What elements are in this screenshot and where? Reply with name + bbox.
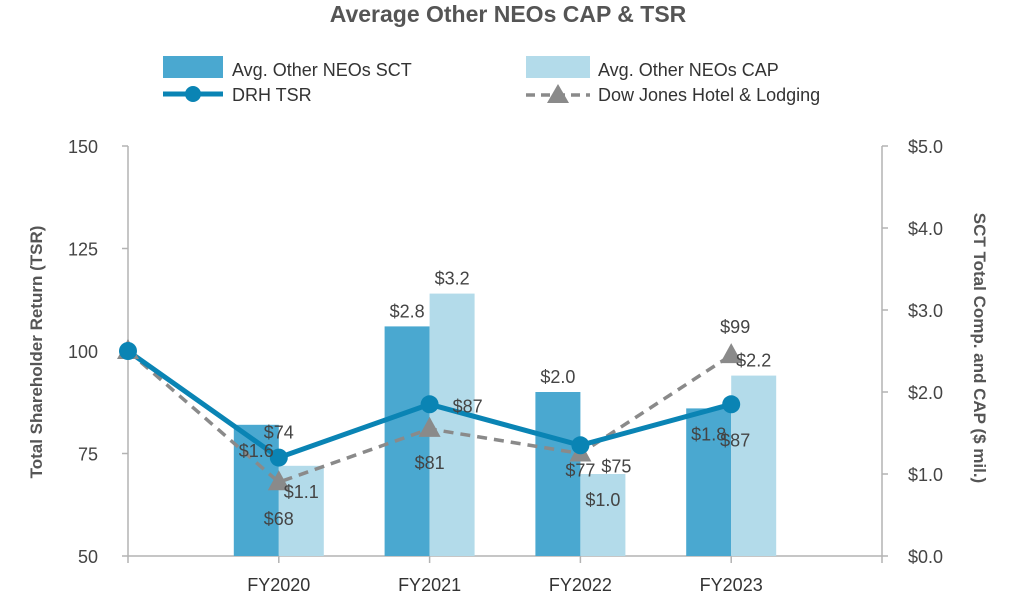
chart-title: Average Other NEOs CAP & TSR (330, 1, 687, 27)
lines (117, 339, 743, 491)
marker-dow-jones (418, 416, 441, 437)
y-left-tick-label: 150 (68, 137, 98, 157)
y-right-tick-label: $3.0 (908, 301, 943, 321)
y-right-axis-title: SCT Total Comp. and CAP ($ mil.) (970, 213, 989, 483)
x-ticks: FY2020 FY2021 FY2022 FY2023 (127, 556, 883, 595)
marker-drh-tsr (722, 395, 741, 414)
legend-label-cap: Avg. Other NEOs CAP (598, 60, 779, 80)
y-right-tick-label: $2.0 (908, 383, 943, 403)
x-tick-label: FY2020 (247, 575, 310, 594)
bar-label-cap: $3.2 (435, 269, 470, 289)
legend-marker-drh (185, 86, 201, 102)
data-labels: $1.6 $1.1 $2.8 $3.2 $2.0 $1.0 $1.8 $2.2 $74 $87 $7… (239, 269, 771, 530)
legend-label-dj: Dow Jones Hotel & Lodging (598, 85, 820, 105)
x-tick-label: FY2022 (549, 575, 612, 594)
marker-drh-tsr (119, 342, 137, 360)
bar-label-cap: $2.2 (736, 351, 771, 371)
y-left-axis-title: Total Shareholder Return (TSR) (27, 226, 46, 479)
y-left-tick-label: 75 (78, 445, 98, 465)
y-left-tick-label: 125 (68, 240, 98, 260)
y-right-tick-label: $4.0 (908, 219, 943, 239)
y-left-tick-label: 50 (78, 547, 98, 567)
bar-sct (233, 424, 279, 556)
bar-cap (429, 293, 475, 556)
marker-dow-jones (720, 343, 743, 364)
legend-swatch-cap (526, 56, 590, 78)
line-label-drh: $77 (565, 460, 595, 480)
bar-cap (580, 474, 626, 556)
legend-swatch-sct (163, 56, 223, 78)
x-tick-label: FY2021 (398, 575, 461, 594)
y-left-tick-label: 100 (68, 342, 98, 362)
bar-label-cap: $1.1 (284, 482, 319, 502)
line-label-dow-jones: $75 (601, 457, 631, 477)
bar-label-sct: $1.8 (691, 424, 726, 444)
legend-marker-dj (547, 84, 569, 103)
line-label-drh: $87 (453, 396, 483, 416)
legend: Avg. Other NEOs SCT Avg. Other NEOs CAP … (163, 56, 820, 105)
y-right-ticks: $0.0 $1.0 $2.0 $3.0 $4.0 $5.0 (882, 137, 943, 567)
bar-sct (535, 392, 581, 556)
line-label-drh: $87 (720, 430, 750, 450)
bar-label-sct: $2.8 (390, 301, 425, 321)
line-label-drh: $74 (264, 423, 294, 443)
legend-label-sct: Avg. Other NEOs SCT (232, 60, 412, 80)
marker-drh-tsr (420, 395, 439, 414)
y-right-tick-label: $0.0 (908, 547, 943, 567)
bar-sct (686, 408, 732, 556)
line-label-dow-jones: $99 (720, 317, 750, 337)
x-tick-label: FY2023 (700, 575, 763, 594)
y-right-tick-label: $1.0 (908, 465, 943, 485)
bar-sct (384, 326, 430, 556)
line-label-dow-jones: $68 (264, 509, 294, 529)
bar-label-sct: $1.6 (239, 441, 274, 461)
bar-label-sct: $2.0 (540, 367, 575, 387)
y-left-ticks: 50 75 100 125 150 (68, 137, 128, 567)
y-right-tick-label: $5.0 (908, 137, 943, 157)
marker-drh-tsr (269, 448, 288, 467)
bars (233, 293, 777, 556)
marker-dow-jones (267, 470, 290, 491)
marker-drh-tsr (571, 436, 590, 455)
line-label-dow-jones: $81 (415, 453, 445, 473)
bar-label-cap: $1.0 (585, 490, 620, 510)
legend-label-drh: DRH TSR (232, 85, 312, 105)
